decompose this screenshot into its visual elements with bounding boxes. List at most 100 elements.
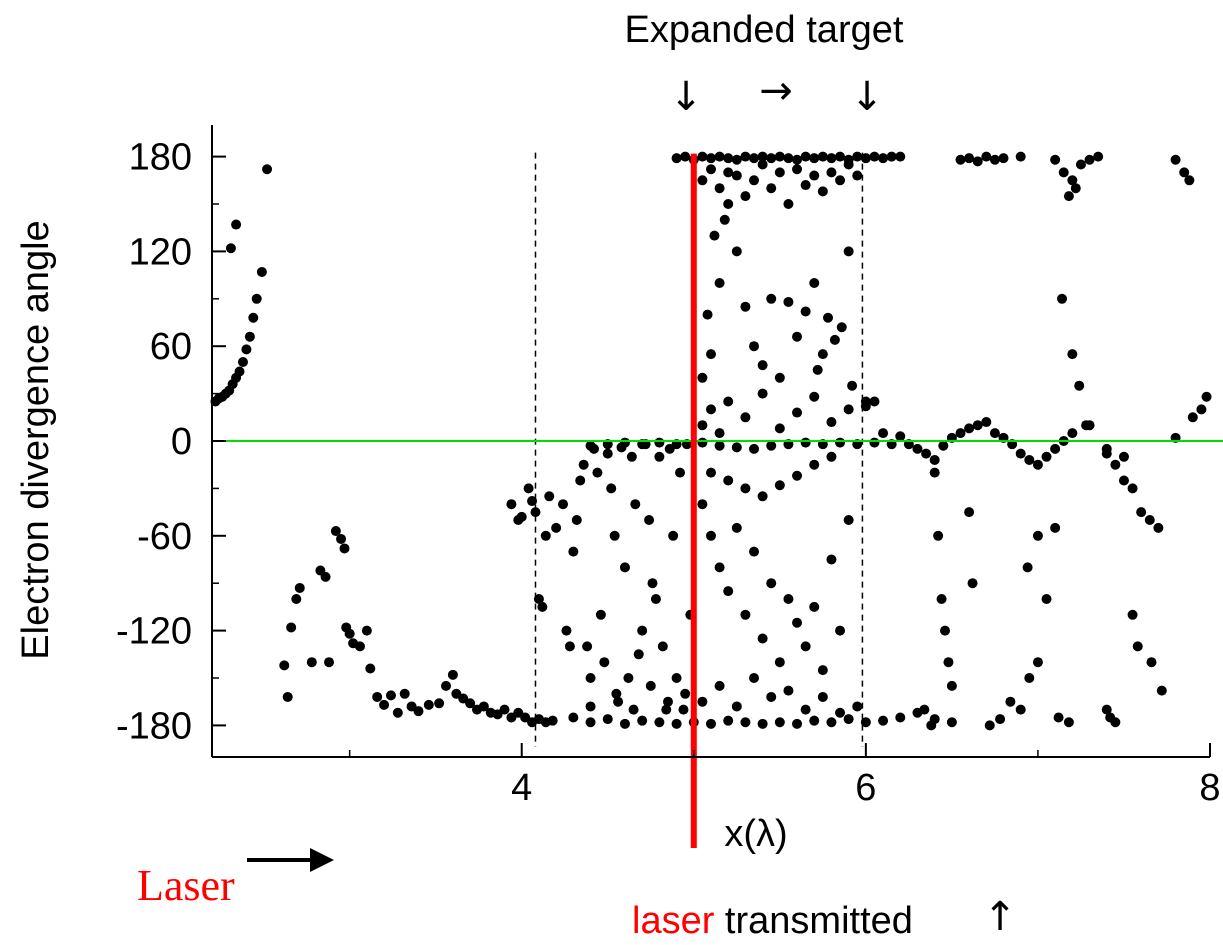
data-point	[441, 680, 452, 691]
data-point	[1015, 151, 1026, 162]
data-point	[792, 718, 803, 729]
data-point	[1118, 451, 1129, 462]
data-point	[1015, 448, 1026, 459]
data-point	[372, 691, 383, 702]
data-point	[530, 507, 541, 518]
data-point	[1063, 191, 1074, 202]
data-point	[766, 153, 777, 164]
data-point	[723, 475, 734, 486]
data-point	[783, 685, 794, 696]
x-tick-label: 8	[1199, 767, 1220, 809]
data-point	[714, 183, 725, 194]
data-point	[1075, 159, 1086, 170]
data-point	[757, 360, 768, 371]
data-point	[697, 499, 708, 510]
data-point	[926, 720, 937, 731]
data-point	[749, 341, 760, 352]
data-point	[702, 309, 713, 320]
x-tick-label: 6	[855, 767, 876, 809]
data-point	[723, 396, 734, 407]
data-point	[809, 170, 820, 181]
y-tick-label: -180	[116, 705, 192, 747]
data-point	[599, 657, 610, 668]
data-point	[817, 665, 828, 676]
data-point	[766, 440, 777, 451]
data-point	[995, 714, 1006, 725]
data-point	[706, 404, 716, 415]
data-point	[836, 322, 847, 333]
data-point	[628, 704, 639, 715]
data-point	[843, 154, 854, 165]
data-point	[413, 706, 424, 717]
data-point	[749, 153, 760, 164]
data-point	[946, 680, 957, 691]
data-point	[714, 151, 725, 162]
data-point	[291, 594, 302, 604]
data-point	[286, 622, 297, 633]
data-point	[809, 459, 820, 470]
data-point	[1005, 696, 1016, 707]
data-point	[1170, 154, 1181, 165]
data-point	[225, 243, 236, 254]
data-point	[619, 437, 630, 448]
data-point	[645, 680, 656, 691]
data-point	[929, 467, 940, 478]
data-point	[792, 164, 803, 175]
data-point	[324, 657, 335, 668]
reference-lines	[212, 152, 1223, 848]
data-point	[774, 657, 785, 668]
data-point	[585, 673, 596, 683]
data-point	[568, 712, 579, 723]
data-point	[279, 660, 290, 671]
data-point	[1067, 175, 1078, 186]
data-point	[964, 153, 975, 164]
data-point	[582, 641, 593, 652]
data-point	[668, 530, 679, 541]
data-point	[783, 199, 794, 209]
data-point	[943, 657, 954, 668]
laser-arrow-icon	[247, 848, 334, 872]
data-point	[714, 680, 725, 691]
data-point	[783, 296, 794, 307]
data-point	[817, 349, 828, 360]
data-point	[843, 515, 854, 525]
data-point	[619, 562, 630, 573]
expanded-target-label: Expanded target	[625, 9, 904, 51]
data-point	[561, 625, 572, 636]
data-point	[609, 530, 620, 541]
data-point	[662, 696, 673, 707]
data-point	[852, 170, 863, 181]
arrow-down-right-icon: ↓	[850, 74, 884, 120]
data-point	[783, 594, 794, 604]
data-point	[886, 151, 897, 162]
data-point	[731, 170, 742, 181]
data-point	[262, 164, 273, 175]
data-point	[1156, 685, 1167, 696]
data-point	[465, 698, 476, 709]
data-point	[852, 151, 863, 162]
data-point	[506, 499, 517, 510]
data-point	[671, 153, 682, 164]
axes: -180 -120 -60 0 60 120 180 4 6 8	[116, 125, 1221, 809]
data-point	[1110, 459, 1121, 470]
data-point	[714, 278, 725, 288]
data-point	[731, 442, 742, 453]
data-point	[585, 440, 596, 451]
data-point	[399, 688, 410, 699]
data-point	[972, 156, 983, 167]
data-point	[671, 673, 682, 683]
data-point	[774, 423, 785, 434]
data-point	[602, 714, 613, 725]
data-point	[843, 246, 854, 257]
data-point	[595, 609, 606, 620]
data-point	[654, 717, 665, 728]
data-point	[809, 715, 820, 726]
data-point	[706, 530, 716, 541]
data-point	[929, 454, 940, 465]
data-point	[564, 641, 575, 652]
data-point	[385, 690, 396, 701]
data-point	[723, 715, 734, 726]
data-point	[817, 691, 828, 702]
data-point	[940, 625, 951, 636]
data-point	[706, 164, 716, 175]
